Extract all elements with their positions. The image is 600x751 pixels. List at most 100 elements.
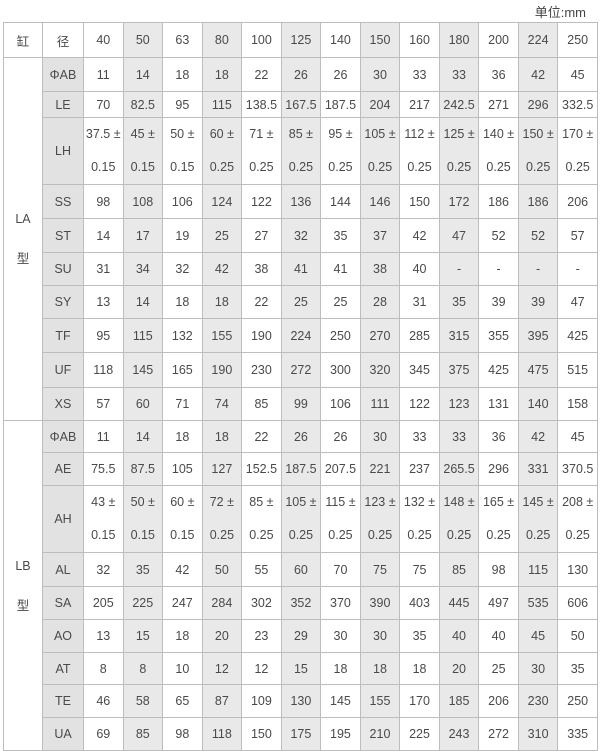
- tolerance-cell: 132 ± 0.25: [399, 485, 440, 553]
- tolerance-cell: 85 ± 0.25: [280, 117, 322, 185]
- value-cell: 221: [359, 452, 401, 486]
- value-cell: 445: [438, 586, 480, 620]
- nominal-value: 60 ±: [209, 127, 234, 141]
- tolerance-value: 0.25: [446, 160, 472, 174]
- value-cell: 55: [241, 552, 282, 587]
- value-cell: 12: [241, 652, 282, 685]
- param-name: SS: [42, 184, 84, 219]
- value-cell: 167.5: [280, 91, 322, 118]
- value-cell: 155: [359, 684, 401, 718]
- value-cell: 99: [280, 387, 322, 421]
- value-cell: 38: [359, 252, 401, 286]
- table-row: TE 46 58 65 87 109 130 145 155 170 185 206 230 250: [4, 684, 598, 718]
- param-name: AH: [42, 485, 84, 553]
- value-cell: 71: [162, 387, 203, 421]
- value-cell: 41: [280, 252, 322, 286]
- param-name: TE: [42, 684, 84, 718]
- value-cell: 15: [280, 652, 322, 685]
- tolerance-value: 0.15: [130, 528, 155, 542]
- tolerance-value: 0.25: [565, 528, 590, 542]
- value-cell: 390: [359, 586, 401, 620]
- value-cell: 370: [320, 586, 361, 620]
- value-cell: 230: [241, 352, 282, 388]
- table-row: LA 型 ΦAB 11 14 18 18 22 26 26 30 33 33 36 42 45: [3, 57, 598, 421]
- value-cell: 108: [122, 184, 164, 219]
- value-cell: 60: [280, 552, 322, 587]
- value-cell: 14: [122, 420, 164, 453]
- value-cell: 41: [320, 252, 361, 286]
- value-cell: -: [478, 252, 519, 286]
- tolerance-value: 0.15: [130, 160, 155, 174]
- value-cell: 17: [122, 218, 164, 253]
- nominal-value: 43 ±: [91, 495, 116, 509]
- value-cell: 18: [201, 420, 243, 453]
- value-cell: 45: [517, 619, 559, 653]
- value-cell: 22: [241, 57, 282, 92]
- tolerance-cell: 140 ± 0.25: [478, 117, 519, 185]
- value-cell: 296: [478, 452, 519, 486]
- value-cell: 535: [517, 586, 559, 620]
- value-cell: 187.5: [320, 91, 361, 118]
- value-cell: 26: [320, 420, 361, 453]
- value-cell: 150: [241, 717, 282, 751]
- table-row: SU 31 34 32 42 38 41 41 38 40- - - -: [4, 252, 598, 286]
- header-bore: 125: [280, 22, 322, 58]
- value-cell: 20: [438, 652, 480, 685]
- value-cell: 158: [557, 387, 598, 421]
- tolerance-cell: 60 ± 0.25: [201, 117, 243, 185]
- value-cell: 32: [162, 252, 203, 286]
- value-cell: 18: [399, 652, 440, 685]
- param-name: UF: [42, 352, 84, 388]
- value-cell: 475: [517, 352, 559, 388]
- group-label-line: 型: [16, 252, 30, 266]
- value-cell: 58: [122, 684, 164, 718]
- value-cell: 36: [478, 57, 519, 92]
- value-cell: 95: [162, 91, 203, 118]
- value-cell: 370.5: [557, 452, 598, 486]
- table-row: SA 205 225 247 284 302 352 370 390 403 445 497 535 60…: [4, 586, 598, 620]
- value-cell: 127: [201, 452, 243, 486]
- nominal-value: 150 ±: [522, 127, 554, 141]
- value-cell: 75: [399, 552, 440, 587]
- value-cell: 111: [359, 387, 401, 421]
- value-cell: 40: [478, 619, 519, 653]
- value-cell: 225: [399, 717, 440, 751]
- nominal-value: 165 ±: [482, 495, 515, 509]
- value-cell: 26: [280, 420, 322, 453]
- nominal-value: 170 ±: [562, 127, 594, 141]
- table-row: LE 70 82.5 95 115 138.5 167.5 187.5 204 217 242.5 2…: [4, 91, 598, 118]
- tolerance-value: 0.25: [209, 528, 235, 542]
- header-bore: 140: [320, 22, 361, 58]
- value-cell: 14: [122, 57, 164, 92]
- nominal-value: 148 ±: [443, 495, 475, 509]
- value-cell: 300: [320, 352, 361, 388]
- value-cell: 12: [201, 652, 243, 685]
- nominal-value: 37.5 ±: [85, 127, 121, 141]
- value-cell: 150: [399, 184, 440, 219]
- value-cell: 425: [557, 318, 598, 353]
- tolerance-cell: 37.5 ± 0.15: [83, 117, 124, 185]
- table-row: AT 8 8 10 12 12 15 18 18 18 20 25 30 35: [4, 652, 598, 685]
- group-label: LB 型: [3, 420, 43, 751]
- param-name: SY: [42, 285, 84, 319]
- value-cell: 85: [241, 387, 282, 421]
- value-cell: 52: [517, 218, 559, 253]
- tolerance-cell: 150 ± 0.25: [517, 117, 559, 185]
- tolerance-cell: 208 ± 0.25: [557, 485, 598, 553]
- tolerance-value: 0.25: [565, 160, 590, 174]
- value-cell: 18: [359, 652, 401, 685]
- value-cell: 25: [201, 218, 243, 253]
- value-cell: 395: [517, 318, 559, 353]
- table-row: TF 95 115 132 155 190 224 250 270 285 315 355 395 425: [4, 318, 598, 353]
- tolerance-cell: 72 ± 0.25: [201, 485, 243, 553]
- value-cell: 345: [399, 352, 440, 388]
- nominal-value: 50 ±: [170, 127, 195, 141]
- value-cell: 13: [83, 285, 124, 319]
- value-cell: 123: [438, 387, 480, 421]
- tolerance-cell: 95 ± 0.25: [320, 117, 361, 185]
- table-row: LH 37.5 ±0.15 45 ±0.15 50 ±0.15 60 ±0.25 71 ±…: [4, 117, 598, 185]
- tolerance-value: 0.25: [249, 528, 274, 542]
- param-name: SU: [42, 252, 84, 286]
- value-cell: 175: [280, 717, 322, 751]
- nominal-value: 71 ±: [249, 127, 274, 141]
